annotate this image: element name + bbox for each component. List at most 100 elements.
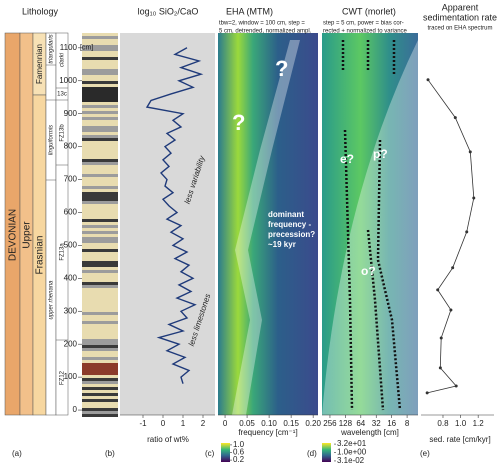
x-label: sed. rate [cm/kyr]	[429, 435, 490, 444]
lithology-bed	[82, 360, 118, 363]
data-point	[439, 336, 443, 340]
lithology-bed	[82, 120, 118, 123]
title: Lithology	[22, 6, 59, 16]
lithology-bed	[82, 150, 118, 153]
lithology-bed	[82, 228, 118, 231]
lithology-bed	[82, 45, 118, 48]
lithology-bed	[82, 411, 118, 414]
y-tick-label: 700	[64, 175, 78, 184]
lithology-bed	[82, 81, 118, 84]
lithology-bed	[82, 303, 118, 306]
lithology-bed	[82, 165, 118, 168]
lithology-bed	[82, 123, 118, 126]
title: EHA (MTM)	[226, 6, 273, 16]
lithology-bed	[82, 177, 118, 180]
subtitle: rected + normalized to variance	[323, 29, 408, 35]
lithology-bed	[82, 414, 118, 417]
colorbar-label: 3.1e-02	[337, 456, 365, 463]
lithology-bed	[82, 189, 118, 192]
lithology-bed	[82, 324, 118, 327]
zone: FZ12	[60, 370, 66, 385]
lithology-bed	[82, 174, 118, 177]
lithology-bed	[82, 36, 118, 39]
y-tick-label: 300	[64, 306, 78, 315]
y-unit: [cm]	[80, 45, 93, 52]
zone-borders	[46, 64, 68, 341]
lithology-bed	[82, 237, 118, 240]
x-label: frequency [cm⁻¹]	[238, 428, 297, 437]
data-point	[425, 391, 429, 395]
lithology-bed	[82, 111, 118, 114]
lithology-bed	[82, 144, 118, 147]
x-tick-label: 1.2	[473, 419, 485, 428]
lithology-bed	[82, 240, 118, 243]
data-line	[145, 47, 204, 384]
lithology-bed	[82, 57, 118, 60]
data-line	[427, 79, 475, 394]
lithology-bed	[82, 204, 118, 207]
lithology-bed	[82, 384, 118, 387]
x-tick-label: 32	[372, 419, 381, 428]
panel-letter: (d)	[307, 449, 317, 458]
lithology-bed	[82, 249, 118, 252]
y-tick-label: 900	[64, 109, 78, 118]
lithology-bed	[82, 183, 118, 186]
colorbar-label: 1.0	[233, 440, 245, 449]
lithology-bed	[82, 87, 118, 90]
lithology-bed	[82, 168, 118, 171]
lithology-bed	[82, 156, 118, 159]
x-label: ratio of wt%	[147, 435, 189, 444]
lithology-bed	[82, 108, 118, 111]
lithology-bed	[82, 33, 118, 36]
x-tick-label: 2	[201, 419, 206, 428]
lithology-bed	[82, 129, 118, 132]
panel-b-bg	[120, 33, 215, 415]
y-tick-label: 800	[64, 142, 78, 151]
lithology-bed	[82, 243, 118, 246]
colorbar-label: 1.0e+00	[337, 448, 367, 457]
x-tick-label: 0.10	[261, 419, 277, 428]
colorbar	[221, 443, 230, 462]
lithology-bed	[82, 138, 118, 141]
lithology-bed	[82, 192, 118, 195]
lithology-bed	[82, 318, 118, 321]
note: dominant	[268, 210, 304, 219]
lithology-bed	[82, 279, 118, 282]
y-tick-label: 400	[64, 273, 78, 282]
lithology-bed	[82, 306, 118, 309]
eha-heatmap	[218, 33, 318, 415]
lithology-bed	[82, 351, 118, 354]
x-tick-label: -1	[139, 419, 147, 428]
annotation: p?	[373, 147, 388, 161]
lithology-bed	[82, 147, 118, 150]
annotation: ?	[232, 110, 245, 135]
lithology-bed	[82, 381, 118, 384]
note: frequency -	[268, 220, 311, 229]
lithology-bed	[82, 234, 118, 237]
zone-col	[55, 32, 69, 416]
lithology-bed	[82, 51, 118, 54]
lithology-bed	[82, 126, 118, 129]
lithology-bed	[82, 294, 118, 297]
lithology-bed	[82, 327, 118, 330]
note: ~19 kyr	[268, 240, 296, 249]
annotation: e?	[340, 152, 354, 166]
lithology-bed	[82, 75, 118, 78]
lithology-bed	[82, 345, 118, 348]
panel-letter: (c)	[205, 449, 215, 458]
ridge-trace	[232, 40, 300, 415]
lithology-bed	[82, 285, 118, 288]
lithology-bed	[82, 162, 118, 165]
lithology-bed	[82, 402, 118, 405]
lithology-bed	[82, 378, 118, 381]
lithology-bed	[82, 354, 118, 357]
lithology-bed	[82, 99, 118, 102]
lithology-bed	[82, 264, 118, 267]
title: Apparent	[442, 2, 479, 12]
lithology-bed	[82, 195, 118, 198]
y-tick-label: 500	[64, 241, 78, 250]
lithology-bed	[82, 267, 118, 270]
lithology-bed	[82, 312, 118, 315]
x-tick-label: 0.20	[305, 419, 321, 428]
